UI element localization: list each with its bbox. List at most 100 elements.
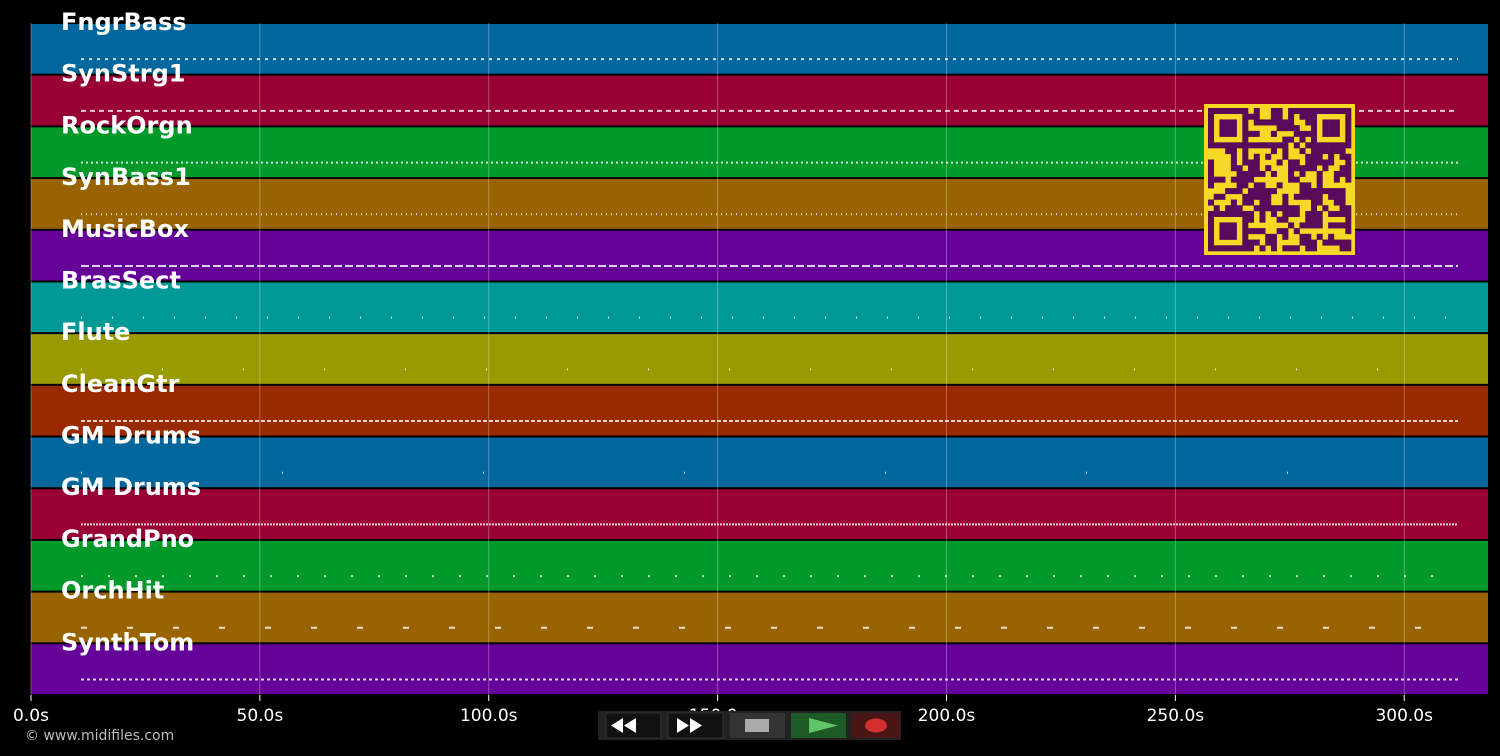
qr-module: [1219, 222, 1226, 229]
qr-module: [1305, 233, 1312, 240]
qr-module: [1242, 125, 1249, 132]
record-button[interactable]: [852, 713, 900, 738]
qr-module: [1265, 233, 1272, 240]
qr-module: [1322, 165, 1329, 172]
stop-button[interactable]: [730, 713, 785, 738]
qr-module: [1328, 108, 1335, 115]
qr-module: [1265, 153, 1272, 160]
qr-module: [1282, 142, 1289, 149]
qr-module: [1248, 176, 1255, 183]
qr-module: [1322, 159, 1329, 166]
track-lane: [31, 282, 1488, 333]
qr-module: [1322, 108, 1329, 115]
qr-module: [1310, 205, 1317, 212]
rewind-button[interactable]: [605, 712, 662, 739]
qr-module: [1345, 210, 1352, 217]
track-lane: [31, 24, 1488, 74]
qr-module: [1248, 159, 1255, 166]
qr-module: [1310, 125, 1317, 132]
qr-module: [1230, 210, 1237, 217]
qr-module: [1236, 176, 1243, 183]
qr-module: [1339, 142, 1346, 149]
qr-module: [1339, 193, 1346, 200]
qr-module: [1236, 142, 1243, 149]
qr-module: [1225, 130, 1232, 137]
qr-module: [1230, 245, 1237, 252]
x-tick-label: 300.0s: [1375, 706, 1433, 726]
qr-module: [1310, 142, 1317, 149]
qr-module: [1282, 216, 1289, 223]
track-lane: [31, 334, 1488, 384]
qr-module: [1219, 228, 1226, 235]
qr-module: [1316, 188, 1323, 195]
qr-module: [1230, 119, 1237, 126]
qr-module: [1253, 159, 1260, 166]
play-button[interactable]: [791, 713, 846, 738]
qr-module: [1242, 170, 1249, 177]
qr-module: [1219, 233, 1226, 240]
qr-module: [1236, 108, 1243, 115]
track-name: Flute: [61, 318, 130, 346]
qr-module: [1259, 188, 1266, 195]
qr-module: [1316, 216, 1323, 223]
qr-module: [1299, 130, 1306, 137]
track-name: MusicBox: [61, 215, 189, 243]
qr-module: [1248, 239, 1255, 246]
qr-module: [1316, 210, 1323, 217]
qr-module: [1259, 216, 1266, 223]
qr-module: [1208, 222, 1215, 229]
qr-module: [1230, 148, 1237, 155]
qr-module: [1333, 239, 1340, 246]
qr-module: [1339, 153, 1346, 160]
qr-module: [1270, 119, 1277, 126]
qr-module: [1248, 199, 1255, 206]
qr-module: [1253, 165, 1260, 172]
qr-module: [1310, 216, 1317, 223]
qr-module: [1242, 159, 1249, 166]
qr-module: [1230, 188, 1237, 195]
qr-module: [1230, 205, 1237, 212]
qr-module: [1345, 136, 1352, 143]
track-lane: [31, 540, 1488, 591]
qr-module: [1230, 159, 1237, 166]
qr-module: [1230, 108, 1237, 115]
qr-module: [1253, 239, 1260, 246]
qr-module: [1299, 239, 1306, 246]
qr-module: [1282, 199, 1289, 206]
qr-module: [1225, 125, 1232, 132]
qr-module: [1316, 153, 1323, 160]
qr-module: [1328, 193, 1335, 200]
qr-module: [1310, 239, 1317, 246]
qr-module: [1230, 176, 1237, 183]
qr-module: [1305, 245, 1312, 252]
qr-module: [1208, 239, 1215, 246]
qr-module: [1316, 108, 1323, 115]
qr-module: [1333, 210, 1340, 217]
qr-module: [1270, 233, 1277, 240]
qr-module: [1305, 239, 1312, 246]
qr-module: [1299, 182, 1306, 189]
qr-module: [1339, 188, 1346, 195]
qr-module: [1225, 148, 1232, 155]
qr-module: [1282, 153, 1289, 160]
qr-module: [1293, 125, 1300, 132]
qr-module: [1208, 159, 1215, 166]
qr-module: [1208, 142, 1215, 149]
qr-module: [1339, 148, 1346, 155]
qr-module: [1242, 113, 1249, 120]
qr-module: [1208, 216, 1215, 223]
x-tick-label: 100.0s: [460, 706, 518, 726]
track-name: BrasSect: [61, 266, 181, 294]
qr-module: [1248, 113, 1255, 120]
forward-button[interactable]: [667, 712, 724, 739]
qr-module: [1219, 108, 1226, 115]
qr-module: [1328, 130, 1335, 137]
qr-module: [1242, 233, 1249, 240]
track-name: SynBass1: [61, 163, 191, 191]
track-name: OrchHit: [61, 577, 164, 605]
qr-module: [1288, 176, 1295, 183]
qr-module: [1345, 165, 1352, 172]
qr-module: [1270, 142, 1277, 149]
qr-module: [1230, 233, 1237, 240]
qr-module: [1293, 245, 1300, 252]
